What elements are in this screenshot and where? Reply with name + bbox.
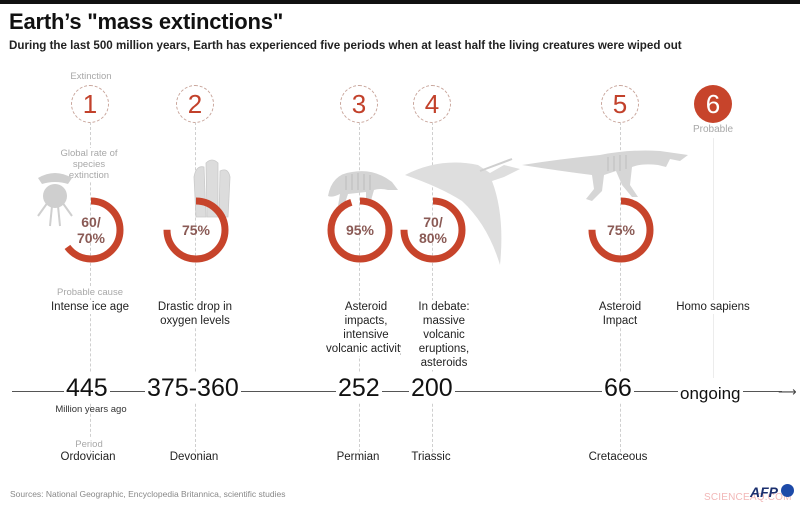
- dinosaur-skeleton-icon: [522, 150, 688, 201]
- probable-label: Probable: [692, 124, 734, 135]
- timeline-arrow-icon: ⟶: [778, 384, 797, 399]
- period-label: Period: [58, 439, 120, 450]
- extinction-number-5: 5: [601, 85, 639, 123]
- extinction-rate-2: 75%: [181, 222, 211, 238]
- cause-6: Homo sapiens: [663, 300, 763, 314]
- watermark: SCIENCEAQ.COM: [704, 492, 792, 503]
- sources-note: Sources: National Geographic, Encycloped…: [10, 489, 286, 499]
- extinction-number-4: 4: [413, 85, 451, 123]
- extinction-rate-ring-3: [327, 197, 393, 263]
- extinction-number-3: 3: [340, 85, 378, 123]
- guide-line-6: [713, 138, 714, 378]
- cause-4: In debate: massive volcanic eruptions, a…: [401, 300, 487, 370]
- extinction-rate-ring-1: [58, 197, 124, 263]
- cause-3: Asteroid impacts, intensive volcanic act…: [326, 300, 406, 356]
- period-3: Permian: [336, 451, 380, 463]
- guide-line-5: [620, 122, 621, 452]
- extinction-number-1: 1: [71, 85, 109, 123]
- extinction-rate-ring-5: [588, 197, 654, 263]
- extinction-rate-ring-2: [163, 197, 229, 263]
- period-5: Cretaceous: [588, 451, 648, 463]
- pterosaur-fossil-icon: [405, 158, 520, 265]
- trilobite-fossil-icon: [37, 173, 73, 227]
- page-title: Earth’s "mass extinctions": [9, 9, 284, 34]
- extinction-rate-4: 70/ 80%: [418, 214, 448, 246]
- cause-2: Drastic drop in oxygen levels: [150, 300, 240, 328]
- extinction-number-2: 2: [176, 85, 214, 123]
- timeline-axis: [12, 391, 782, 392]
- extinction-rate-1: 60/ 70%: [76, 214, 106, 246]
- guide-line-2: [195, 122, 196, 452]
- extinction-rate-ring-4: [400, 197, 466, 263]
- period-2: Devonian: [169, 451, 219, 463]
- reptile-skeleton-icon: [328, 171, 398, 206]
- extinction-number-6: 6: [694, 85, 732, 123]
- top-rule: [0, 0, 800, 4]
- year-4: 200: [409, 373, 455, 403]
- guide-line-4: [432, 122, 433, 452]
- afp-logo-globe-icon: [781, 484, 794, 497]
- extinction-rate-5: 75%: [606, 222, 636, 238]
- page-subtitle: During the last 500 million years, Earth…: [9, 39, 682, 52]
- year-2: 375-360: [145, 373, 241, 403]
- year-1: 445: [64, 373, 110, 403]
- guide-line-3: [359, 122, 360, 452]
- extinction-label: Extinction: [70, 71, 112, 82]
- global-rate-label: Global rate of species extinction: [58, 148, 120, 181]
- afp-logo: AFP: [750, 484, 778, 500]
- cause-1: Intense ice age: [30, 300, 150, 314]
- year-3: 252: [336, 373, 382, 403]
- period-1: Ordovician: [60, 451, 116, 463]
- extinction-rate-3: 95%: [345, 222, 375, 238]
- year-6: ongoing: [678, 379, 743, 409]
- probable-cause-label: Probable cause: [40, 287, 140, 298]
- period-4: Triassic: [411, 451, 451, 463]
- year-5: 66: [602, 373, 634, 403]
- million-years-ago-label: Million years ago: [55, 404, 127, 415]
- cause-5: Asteroid Impact: [590, 300, 650, 328]
